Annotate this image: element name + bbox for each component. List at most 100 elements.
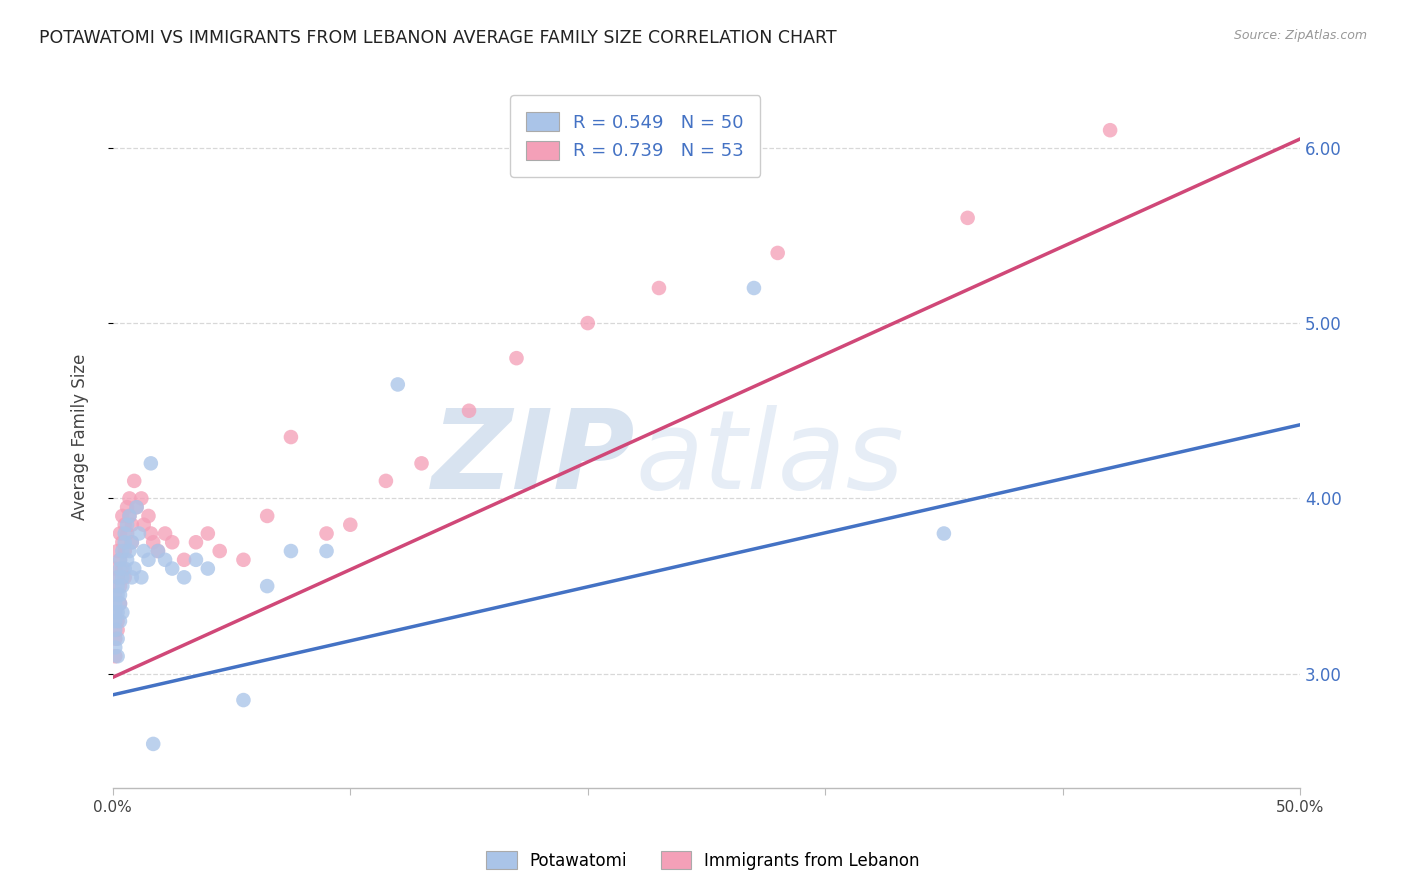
Point [132,517,155,532]
Point [108,597,131,611]
Point [115,526,138,541]
Point [138,508,160,523]
Point [111,606,134,620]
Text: POTAWATOMI VS IMMIGRANTS FROM LEBANON AVERAGE FAMILY SIZE CORRELATION CHART: POTAWATOMI VS IMMIGRANTS FROM LEBANON AV… [39,29,837,46]
Point [104,597,127,611]
Point [315,526,337,541]
Point [114,544,136,558]
Point [104,561,127,575]
Point [122,474,145,488]
Point [232,693,254,707]
Point [932,526,955,541]
Point [104,588,127,602]
Point [104,623,127,637]
Point [197,561,219,575]
Point [256,508,278,523]
Point [118,544,141,558]
Point [104,632,127,646]
Point [256,579,278,593]
Point [111,570,134,584]
Point [160,561,183,575]
Point [111,561,134,575]
Point [107,606,129,620]
Point [173,553,195,567]
Point [114,535,136,549]
Point [160,535,183,549]
Point [387,377,409,392]
Point [128,526,150,541]
Point [111,535,134,549]
Point [118,508,141,523]
Point [280,430,302,444]
Point [111,579,134,593]
Point [146,544,169,558]
Point [184,553,207,567]
Point [108,579,131,593]
Point [339,517,361,532]
Point [208,544,231,558]
Point [108,526,131,541]
Point [107,588,129,602]
Point [111,544,134,558]
Point [132,544,155,558]
Point [115,500,138,515]
Point [125,500,148,515]
Point [121,535,143,549]
Point [115,517,138,532]
Point [108,553,131,567]
Point [142,737,165,751]
Point [153,526,176,541]
Point [139,526,162,541]
Point [184,535,207,549]
Point [108,553,131,567]
Point [232,553,254,567]
Text: Source: ZipAtlas.com: Source: ZipAtlas.com [1233,29,1367,42]
Point [121,517,143,532]
Point [1099,123,1122,137]
Legend: R = 0.549   N = 50, R = 0.739   N = 53: R = 0.549 N = 50, R = 0.739 N = 53 [510,95,761,177]
Point [766,246,789,260]
Point [576,316,599,330]
Point [108,614,131,628]
Point [197,526,219,541]
Text: ZIP: ZIP [432,405,636,512]
Point [125,500,148,515]
Legend: Potawatomi, Immigrants from Lebanon: Potawatomi, Immigrants from Lebanon [479,845,927,877]
Point [107,544,129,558]
Point [104,649,127,664]
Point [118,508,141,523]
Point [114,570,136,584]
Text: atlas: atlas [636,405,904,512]
Point [118,491,141,506]
Point [411,456,433,470]
Point [131,491,153,506]
Point [142,535,165,549]
Point [104,606,127,620]
Point [104,606,127,620]
Point [121,570,143,584]
Point [107,570,129,584]
Point [107,623,129,637]
Point [104,614,127,628]
Point [107,579,129,593]
Point [107,632,129,646]
Point [107,614,129,628]
Point [146,544,169,558]
Point [131,570,153,584]
Point [108,588,131,602]
Point [104,640,127,655]
Y-axis label: Average Family Size: Average Family Size [72,354,89,520]
Point [742,281,765,295]
Point [111,508,134,523]
Point [648,281,671,295]
Point [280,544,302,558]
Point [122,561,145,575]
Point [114,526,136,541]
Point [115,553,138,567]
Point [114,517,136,532]
Point [139,456,162,470]
Point [107,570,129,584]
Point [315,544,337,558]
Point [173,570,195,584]
Point [458,403,481,417]
